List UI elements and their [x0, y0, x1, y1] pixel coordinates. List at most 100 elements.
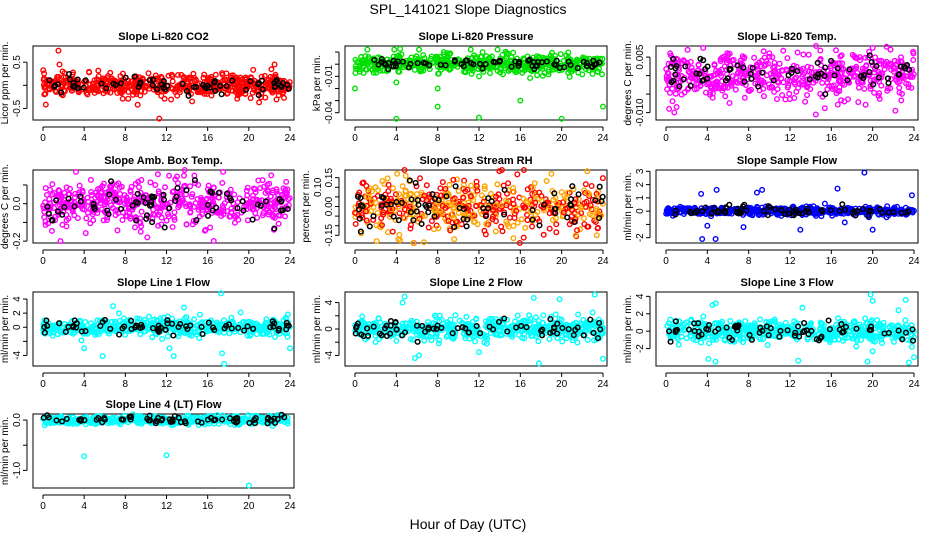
reference-point [828, 57, 835, 64]
outlier-point [287, 345, 294, 352]
data-point [446, 61, 453, 68]
data-point [352, 63, 359, 70]
data-point [529, 332, 536, 339]
data-point [751, 54, 758, 61]
y-tick-label: -0.010 [635, 98, 646, 127]
data-point [514, 171, 521, 178]
data-point [169, 189, 176, 196]
data-point [520, 234, 527, 241]
reference-point [822, 64, 829, 71]
reference-point [747, 70, 754, 77]
data-point [78, 337, 85, 344]
data-point [849, 51, 856, 58]
data-point [782, 96, 789, 103]
reference-point [866, 69, 873, 76]
data-point [91, 77, 98, 84]
data-point [161, 184, 168, 191]
data-point [158, 92, 165, 99]
reference-point [583, 60, 590, 67]
data-point [42, 101, 49, 108]
data-points [40, 166, 293, 245]
data-point [187, 208, 194, 215]
reference-point [839, 201, 846, 208]
data-point [817, 90, 824, 97]
reference-point [371, 56, 378, 64]
outlier-point [399, 299, 406, 306]
data-point [478, 192, 485, 199]
x-tick-label: 12 [161, 379, 173, 390]
reference-point [407, 60, 414, 67]
panel-slope-gas-stream-rh: Slope Gas Stream RH0 4 8 12 16 20 24-0.150.000… [301, 155, 609, 267]
data-point [887, 46, 894, 53]
reference-point [442, 62, 449, 69]
reference-point [366, 223, 373, 230]
data-point [273, 96, 280, 103]
y-axis-label: degrees C per min. [623, 40, 634, 125]
x-tick-label: 4 [81, 379, 87, 390]
reference-point [587, 316, 594, 323]
data-point [783, 66, 790, 73]
reference-point [526, 56, 533, 63]
data-point [395, 68, 402, 75]
data-point [514, 219, 521, 226]
data-point [192, 76, 199, 83]
data-point [802, 98, 809, 105]
data-point [732, 86, 739, 93]
data-point [437, 207, 444, 214]
outlier-point [166, 345, 173, 352]
data-point [893, 61, 900, 68]
x-tick-label: 24 [597, 133, 609, 144]
data-point [437, 185, 444, 192]
data-point [116, 190, 123, 197]
data-point [857, 57, 864, 64]
panel-title: Slope Li-820 Temp. [737, 31, 836, 43]
data-point [446, 181, 453, 188]
reference-point [687, 82, 694, 89]
reference-point [406, 177, 413, 184]
data-point [164, 333, 171, 340]
main-title: SPL_141021 Slope Diagnostics [369, 1, 567, 17]
data-point [212, 85, 219, 92]
reference-point [569, 183, 576, 190]
data-point [585, 223, 592, 230]
data-point [804, 92, 811, 99]
reference-point [185, 92, 192, 99]
panel-slope-amb-box-temp-: Slope Amb. Box Temp.0 4 8 12 16 20 24-0.20.0de… [0, 155, 296, 267]
x-tick-label: 0 [663, 133, 669, 144]
data-point [800, 51, 807, 58]
outlier-point [393, 115, 400, 122]
data-point [808, 64, 815, 71]
data-point [762, 61, 769, 68]
data-point [373, 222, 380, 229]
data-point [836, 84, 843, 91]
data-point [244, 184, 251, 191]
outlier-point [841, 219, 848, 226]
data-point [154, 171, 161, 178]
reference-point [122, 74, 129, 81]
data-point [539, 65, 546, 72]
data-point [189, 221, 196, 228]
x-tick-label: 8 [435, 379, 441, 390]
data-point [372, 339, 379, 346]
reference-point [192, 83, 200, 90]
reference-point [599, 193, 606, 200]
data-point [41, 84, 48, 91]
data-point [710, 72, 717, 79]
x-tick-label: 8 [123, 379, 129, 390]
reference-point [103, 85, 110, 92]
reference-point [80, 84, 87, 91]
outlier-point [218, 290, 225, 297]
data-point [514, 312, 521, 319]
reference-point [488, 198, 495, 205]
y-tick-label: 0.00 [324, 196, 335, 216]
x-tick-label: 24 [908, 133, 920, 144]
data-point [285, 196, 292, 203]
data-point [793, 88, 800, 95]
reference-point [672, 65, 679, 72]
outlier-point [416, 352, 423, 359]
data-point [711, 80, 718, 87]
data-point [499, 51, 506, 58]
data-point [875, 68, 882, 75]
